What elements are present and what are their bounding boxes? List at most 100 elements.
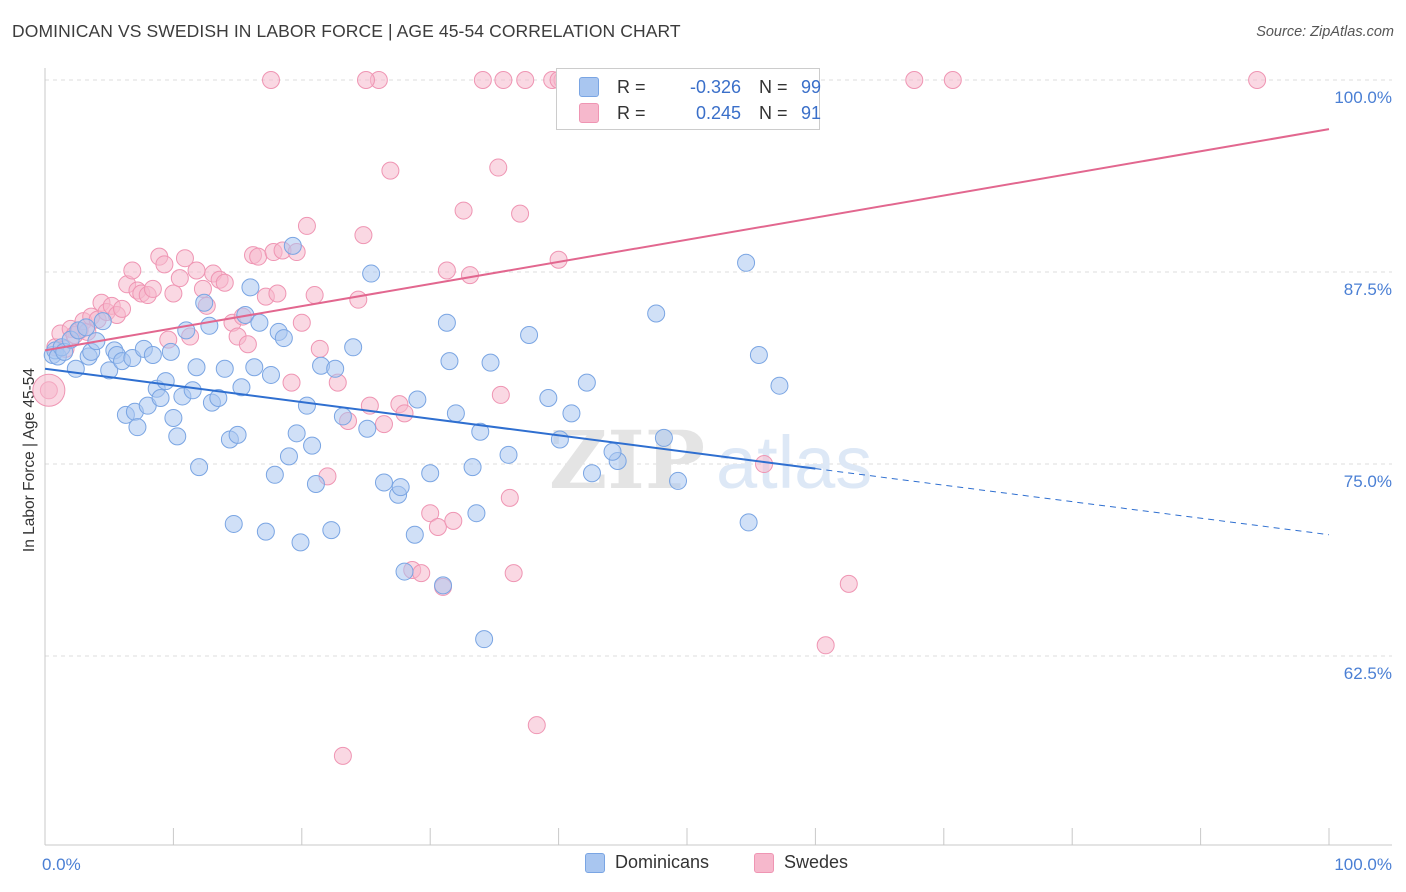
dominicans-point xyxy=(250,313,269,332)
dominicans-point xyxy=(562,404,581,423)
dominicans-point xyxy=(297,396,316,415)
dominicans-point xyxy=(274,329,293,348)
dominicans-point xyxy=(654,428,673,447)
swedes-point xyxy=(175,249,194,268)
swedes-point xyxy=(428,518,447,537)
r-label: R = xyxy=(617,102,646,123)
dominicans-point xyxy=(391,478,410,497)
dominicans-point xyxy=(520,326,539,344)
dominicans-point xyxy=(408,390,427,409)
dominicans-point xyxy=(358,419,377,438)
swedes-point xyxy=(491,385,510,404)
swedes-point xyxy=(1248,71,1267,89)
dominicans-point xyxy=(481,353,500,372)
swedes-point xyxy=(839,574,858,593)
trend-lines xyxy=(44,128,1330,536)
swedes-point xyxy=(354,226,373,245)
dominicans-point xyxy=(100,361,119,380)
x-tick-label: 100.0% xyxy=(1334,855,1392,874)
swedes-point xyxy=(143,279,162,298)
dominicans-point xyxy=(737,253,756,272)
swedes-point xyxy=(305,286,324,305)
swedes-point xyxy=(444,511,463,530)
dominicans-point xyxy=(475,630,494,649)
dominicans-swatch xyxy=(579,77,599,97)
dominicans-point xyxy=(467,504,486,523)
swedes-point xyxy=(412,564,431,583)
dominicans-point xyxy=(421,464,440,483)
dominicans-point xyxy=(437,313,456,332)
dominicans-point xyxy=(224,514,243,533)
dominicans-point xyxy=(669,471,688,490)
swedes-swatch xyxy=(579,103,599,123)
swedes-point xyxy=(249,247,268,266)
swedes-point xyxy=(816,636,835,655)
chart-title: DOMINICAN VS SWEDISH IN LABOR FORCE | AG… xyxy=(12,21,681,41)
n-label: N = xyxy=(759,76,788,97)
legend-label-swedes: Swedes xyxy=(784,852,849,872)
swedes-point xyxy=(500,488,519,507)
x-tick-label: 0.0% xyxy=(42,855,81,874)
legend-label-dominicans: Dominicans xyxy=(615,852,710,872)
dominicans-point xyxy=(209,388,228,407)
legend-item-dominicans[interactable]: Dominicans xyxy=(585,852,709,873)
source-credit: Source: ZipAtlas.com xyxy=(1256,24,1394,40)
dominicans-point xyxy=(241,278,260,297)
swedes-point xyxy=(395,404,414,423)
dominicans-point xyxy=(471,422,490,441)
dominicans-point xyxy=(326,359,345,378)
dominicans-point xyxy=(128,418,147,437)
dominicans-point xyxy=(770,376,789,395)
swedes-point xyxy=(357,71,375,89)
swedes-point xyxy=(905,71,924,89)
dominicans-point xyxy=(603,442,622,461)
dominicans-point xyxy=(344,338,363,357)
swedes-point xyxy=(437,261,456,280)
dominicans-point xyxy=(739,513,758,532)
swedes-point xyxy=(489,158,508,177)
dominicans-point xyxy=(151,388,170,407)
dominicans-point xyxy=(232,378,251,397)
y-tick-label: 62.5% xyxy=(1344,664,1392,683)
swedes-point xyxy=(215,273,234,292)
dominicans-point xyxy=(405,525,424,544)
legend-item-swedes[interactable]: Swedes xyxy=(754,852,848,873)
swedes-trend-line xyxy=(44,128,1330,352)
dominicans-point xyxy=(245,358,264,377)
dominicans-point xyxy=(440,352,459,371)
dominicans-point xyxy=(265,465,284,484)
dominicans-point xyxy=(539,388,558,407)
swedes-point xyxy=(461,266,480,285)
dominicans-point xyxy=(228,425,247,444)
dominicans-point xyxy=(261,365,280,384)
dominicans-point xyxy=(66,359,85,378)
dominicans-point xyxy=(215,359,234,378)
dominicans-point xyxy=(156,372,175,391)
dominicans-point xyxy=(395,562,414,581)
swedes-point xyxy=(421,504,440,523)
dominicans-point xyxy=(195,293,214,312)
swedes-point xyxy=(755,455,774,474)
swedes-point xyxy=(170,269,189,288)
dominicans-point xyxy=(256,522,275,541)
swedes-point xyxy=(527,716,546,735)
dominicans-point xyxy=(77,318,96,337)
swedes-point xyxy=(238,335,257,354)
swedes-point xyxy=(943,71,962,89)
dominicans-point xyxy=(93,312,112,331)
series-legend: Dominicans Swedes xyxy=(0,852,1406,878)
stats-legend: R = -0.326 N = 99 R = 0.245 N = 91 xyxy=(556,68,821,130)
swedes-point xyxy=(333,746,352,765)
r-value: -0.326 xyxy=(689,76,741,97)
dominicans-trend-line xyxy=(44,367,816,470)
dominicans-point xyxy=(362,264,381,283)
legend-swatch-dominicans xyxy=(585,852,605,873)
dominicans-point xyxy=(161,342,180,361)
n-value: 99 xyxy=(800,76,821,97)
dominicans-point xyxy=(582,464,601,483)
dominicans-point xyxy=(187,358,206,377)
swedes-point xyxy=(504,564,523,583)
dominicans-point xyxy=(168,427,187,446)
dominicans-point xyxy=(283,236,302,255)
tick-labels: 62.5% 75.0% 87.5% 100.0% 0.0% 100.0% xyxy=(42,88,1392,874)
